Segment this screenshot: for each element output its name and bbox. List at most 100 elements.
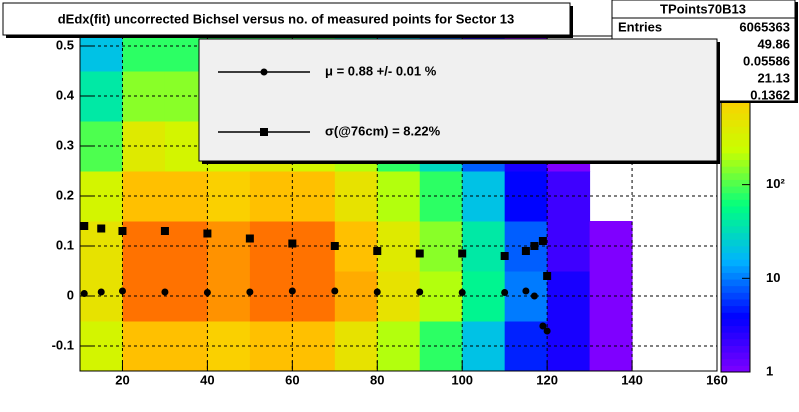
color-bar-step xyxy=(721,212,750,220)
y-tick-label: 0.2 xyxy=(56,187,74,202)
color-bar-step xyxy=(721,199,750,207)
legend-label: μ = 0.88 +/- 0.01 % xyxy=(325,63,437,78)
marker-square xyxy=(203,229,212,238)
color-bar-step xyxy=(721,146,750,154)
marker-circle xyxy=(97,288,105,296)
marker-circle xyxy=(416,288,424,296)
color-bar-step xyxy=(721,166,750,174)
y-tick-label: -0.1 xyxy=(52,337,74,352)
color-bar-step xyxy=(721,152,750,161)
color-bar-step xyxy=(721,232,750,240)
marker-circle xyxy=(80,290,88,297)
y-tick-label: 0 xyxy=(67,287,74,302)
chart-title: dEdx(fit) uncorrected Bichsel versus no.… xyxy=(58,11,515,26)
color-bar-step xyxy=(721,292,750,300)
stats-title: TPoints70B13 xyxy=(660,1,746,16)
legend-box xyxy=(198,38,718,162)
color-bar-step xyxy=(721,106,750,114)
color-bar-step xyxy=(721,332,750,340)
marker-circle xyxy=(522,287,530,295)
marker-square xyxy=(500,252,509,260)
x-tick-label: 160 xyxy=(706,372,728,387)
color-bar-step xyxy=(721,285,750,293)
color-bar-step xyxy=(721,265,750,273)
marker-square xyxy=(260,128,268,136)
marker-circle xyxy=(260,68,268,76)
marker-square xyxy=(538,237,547,245)
stats-value: 6065363 xyxy=(739,19,790,34)
z-tick-label: 1 xyxy=(766,363,773,378)
marker-square xyxy=(330,242,339,250)
color-bar-step xyxy=(721,312,750,320)
marker-circle xyxy=(530,292,538,300)
marker-square xyxy=(97,224,106,233)
marker-square xyxy=(160,227,169,235)
color-bar-step xyxy=(721,365,750,373)
y-tick-label: 0.3 xyxy=(56,137,74,152)
x-tick-label: 100 xyxy=(451,372,473,387)
y-tick-label: 0.1 xyxy=(56,237,74,252)
color-bar-step xyxy=(721,298,750,307)
color-bar-step xyxy=(721,192,750,200)
color-bar-step xyxy=(721,305,750,313)
color-bar-step xyxy=(721,259,750,267)
x-tick-label: 80 xyxy=(370,372,384,387)
marker-square xyxy=(373,247,382,255)
marker-square xyxy=(458,249,467,258)
marker-circle xyxy=(501,289,509,296)
color-bar-step xyxy=(721,186,750,194)
color-bar-step xyxy=(721,159,750,167)
x-tick-label: 140 xyxy=(621,372,643,387)
color-bar-step xyxy=(721,279,750,287)
color-bar-step xyxy=(721,206,750,214)
color-bar-step xyxy=(721,345,750,353)
color-bar-step xyxy=(721,239,750,247)
color-bar-step xyxy=(721,172,750,180)
color-bar-step xyxy=(721,352,750,360)
marker-square xyxy=(245,234,254,243)
color-bar-step xyxy=(721,132,750,141)
stats-value: 0.1362 xyxy=(750,87,790,102)
marker-circle xyxy=(331,287,339,295)
marker-circle xyxy=(373,288,381,296)
stats-value: 0.05586 xyxy=(743,53,790,68)
color-bar-step xyxy=(721,252,750,260)
marker-circle xyxy=(543,327,551,335)
marker-circle xyxy=(118,287,126,295)
stats-values: 6065363 49.86 0.05586 21.13 0.1362 xyxy=(739,19,790,102)
stats-value: 49.86 xyxy=(757,36,790,51)
x-tick-label: 20 xyxy=(115,372,129,387)
heatmap-cell xyxy=(80,36,123,72)
marker-circle xyxy=(203,289,211,296)
marker-square xyxy=(80,222,89,230)
marker-square xyxy=(530,242,539,250)
color-bar-step xyxy=(721,318,750,327)
color-bar-step xyxy=(721,219,750,227)
marker-circle xyxy=(246,288,254,296)
legend-label: σ(@76cm) = 8.22% xyxy=(325,123,441,138)
stats-value: 21.13 xyxy=(757,70,790,85)
color-bar-step xyxy=(721,358,750,366)
marker-circle xyxy=(288,287,296,295)
marker-circle xyxy=(161,288,169,296)
color-bar-step xyxy=(721,179,750,187)
z-tick-label: 10² xyxy=(766,176,785,191)
stats-label: Entries xyxy=(618,19,662,34)
x-tick-label: 120 xyxy=(536,372,558,387)
color-bar-step xyxy=(721,325,750,333)
marker-square xyxy=(118,227,127,235)
color-bar-step xyxy=(721,139,750,147)
profiles xyxy=(80,222,552,335)
x-tick-label: 60 xyxy=(285,372,299,387)
marker-circle xyxy=(458,289,466,296)
color-bar-step xyxy=(721,113,750,121)
marker-square xyxy=(543,272,552,280)
y-tick-label: 0.5 xyxy=(56,37,74,52)
color-bar-step xyxy=(721,99,750,107)
color-bar-step xyxy=(721,126,750,134)
heatmap-cell xyxy=(122,36,166,72)
color-bar-step xyxy=(721,119,750,127)
marker-square xyxy=(521,247,530,255)
title-box xyxy=(2,2,571,36)
